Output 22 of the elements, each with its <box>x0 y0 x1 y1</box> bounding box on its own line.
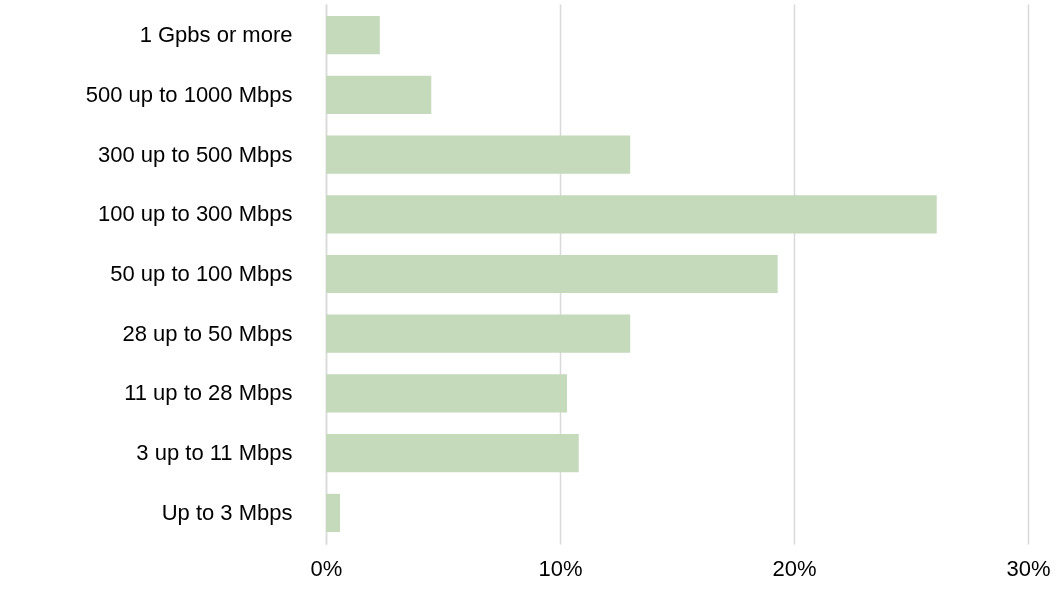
y-tick-label: 11 up to 28 Mbps <box>124 380 293 406</box>
bar <box>326 374 568 413</box>
bar <box>326 493 341 533</box>
bar <box>326 75 432 114</box>
y-tick-label: 1 Gpbs or more <box>139 22 293 48</box>
x-tick-label: 10% <box>538 555 583 581</box>
y-tick-label: 50 up to 100 Mbps <box>110 261 293 286</box>
y-tick-label: 100 up to 300 Mbps <box>98 201 293 227</box>
bar <box>326 135 631 174</box>
x-tick-label: 20% <box>772 555 817 581</box>
y-tick-label: 3 up to 11 Mbps <box>136 440 293 466</box>
bar <box>326 195 937 234</box>
y-tick-label: Up to 3 Mbps <box>161 499 293 525</box>
bar <box>326 314 631 353</box>
x-tick-label: 30% <box>1006 555 1051 581</box>
bar <box>326 254 778 294</box>
bar <box>326 434 579 473</box>
x-tick-label: 0% <box>310 555 343 581</box>
y-tick-label: 500 up to 1000 Mbps <box>85 81 293 107</box>
bar <box>326 15 380 55</box>
y-tick-label: 300 up to 500 Mbps <box>98 141 293 167</box>
y-tick-label: 28 up to 50 Mbps <box>122 320 293 346</box>
